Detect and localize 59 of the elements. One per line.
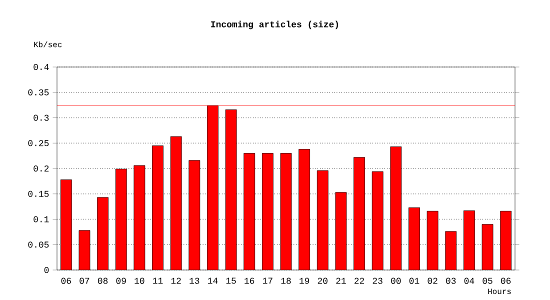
y-tick-label: 0.1	[34, 216, 49, 222]
x-tick-label: 00	[391, 278, 401, 284]
y-tick-label: 0.15	[28, 190, 49, 197]
bar	[188, 160, 200, 270]
y-tick-label: 0.4	[34, 64, 49, 70]
bar	[464, 210, 475, 270]
x-tick-label: 12	[171, 278, 181, 284]
bar	[426, 210, 438, 270]
x-tick-label: 11	[153, 278, 163, 284]
bar	[445, 231, 457, 270]
x-tick-label: 16	[244, 278, 254, 284]
x-tick-label: 17	[262, 278, 272, 284]
bar	[390, 146, 402, 270]
bar	[316, 170, 328, 270]
x-tick-label: 23	[372, 278, 382, 284]
x-tick-label: 09	[116, 278, 126, 284]
y-tick-label: 0.3	[34, 114, 49, 121]
bar	[134, 165, 146, 270]
x-tick-label: 03	[446, 278, 456, 284]
bar	[372, 171, 384, 270]
y-tick-label: 0	[44, 266, 49, 274]
x-tick-label: 22	[354, 278, 364, 284]
bar	[262, 153, 274, 270]
x-tick-label: 06	[501, 278, 511, 284]
x-tick-label: 18	[281, 278, 291, 284]
bar	[170, 136, 182, 270]
x-tick-label: 20	[318, 278, 328, 284]
x-tick-label: 14	[208, 278, 218, 284]
chart-title: Incoming articles (size)	[211, 20, 338, 30]
bar	[78, 230, 90, 270]
x-tick-label: 21	[336, 278, 346, 284]
bar	[500, 210, 512, 270]
bar	[225, 109, 237, 270]
x-tick-label: 07	[80, 278, 90, 284]
bar	[97, 197, 108, 270]
y-tick-label: 0.05	[28, 242, 49, 248]
y-tick-label: 0.2	[34, 165, 49, 172]
bar	[482, 224, 494, 270]
x-tick-label: 19	[300, 278, 310, 284]
x-tick-label: 05	[482, 278, 492, 284]
bar	[244, 153, 256, 270]
y-tick-label: 0.35	[28, 89, 49, 96]
bar	[335, 192, 347, 270]
bar	[298, 149, 310, 270]
x-tick-label: 13	[190, 278, 200, 284]
x-tick-label: 02	[428, 278, 438, 284]
bar	[408, 207, 420, 270]
x-tick-label: 15	[226, 278, 236, 284]
bar	[115, 168, 127, 270]
x-tick-label: 06	[61, 278, 71, 284]
bar	[354, 157, 365, 270]
bar	[152, 145, 164, 270]
x-tick-label: 10	[134, 278, 144, 284]
y-tick-label: 0.25	[28, 140, 49, 146]
x-tick-label: 01	[409, 278, 420, 284]
bar	[280, 153, 292, 270]
bar	[60, 180, 72, 270]
x-tick-label: 04	[464, 278, 474, 284]
x-tick-label: 08	[98, 278, 108, 284]
